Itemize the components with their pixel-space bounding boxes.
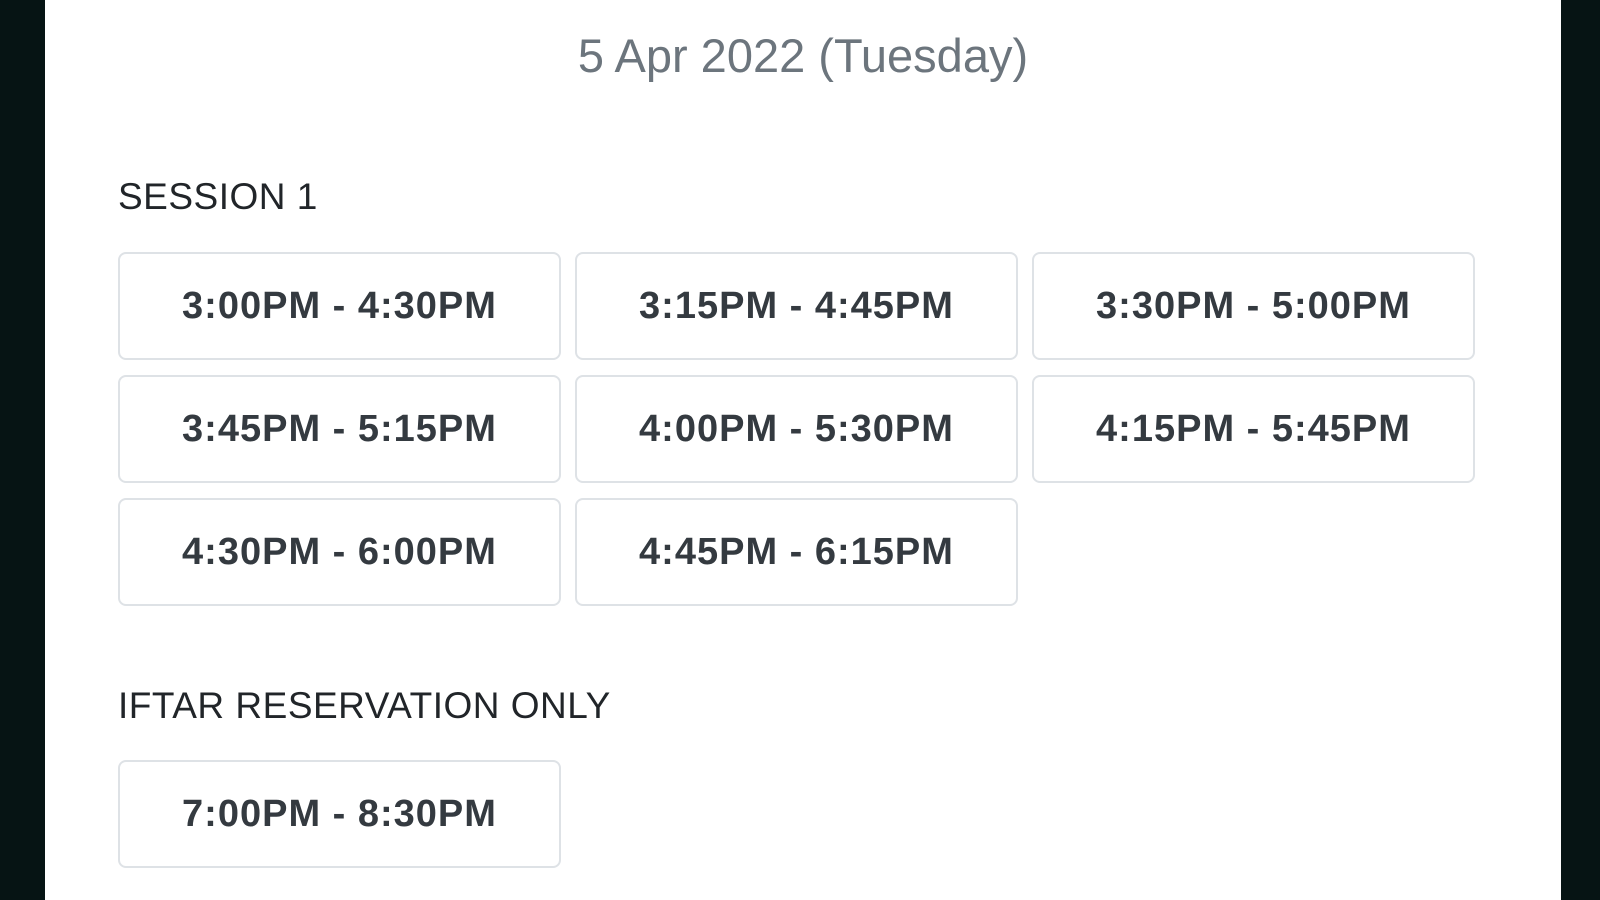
time-slot-button[interactable]: 4:15PM - 5:45PM <box>1032 375 1475 483</box>
time-slot-button[interactable]: 3:15PM - 4:45PM <box>575 252 1018 360</box>
time-slot-button[interactable]: 4:30PM - 6:00PM <box>118 498 561 606</box>
time-slot-button[interactable]: 4:45PM - 6:15PM <box>575 498 1018 606</box>
reservation-panel: 5 Apr 2022 (Tuesday) SESSION 1 3:00PM - … <box>45 0 1561 900</box>
time-slot-button[interactable]: 7:00PM - 8:30PM <box>118 760 561 868</box>
session-1-slots: 3:00PM - 4:30PM 3:15PM - 4:45PM 3:30PM -… <box>118 252 1475 606</box>
selected-date: 5 Apr 2022 (Tuesday) <box>577 29 1029 82</box>
time-slot-button[interactable]: 3:00PM - 4:30PM <box>118 252 561 360</box>
time-slot-button[interactable]: 3:45PM - 5:15PM <box>118 375 561 483</box>
iftar-slots: 7:00PM - 8:30PM <box>118 760 1475 868</box>
section-label-iftar: IFTAR RESERVATION ONLY <box>118 685 611 726</box>
time-slot-button[interactable]: 4:00PM - 5:30PM <box>575 375 1018 483</box>
time-slot-button[interactable]: 3:30PM - 5:00PM <box>1032 252 1475 360</box>
section-label-session-1: SESSION 1 <box>118 176 318 217</box>
